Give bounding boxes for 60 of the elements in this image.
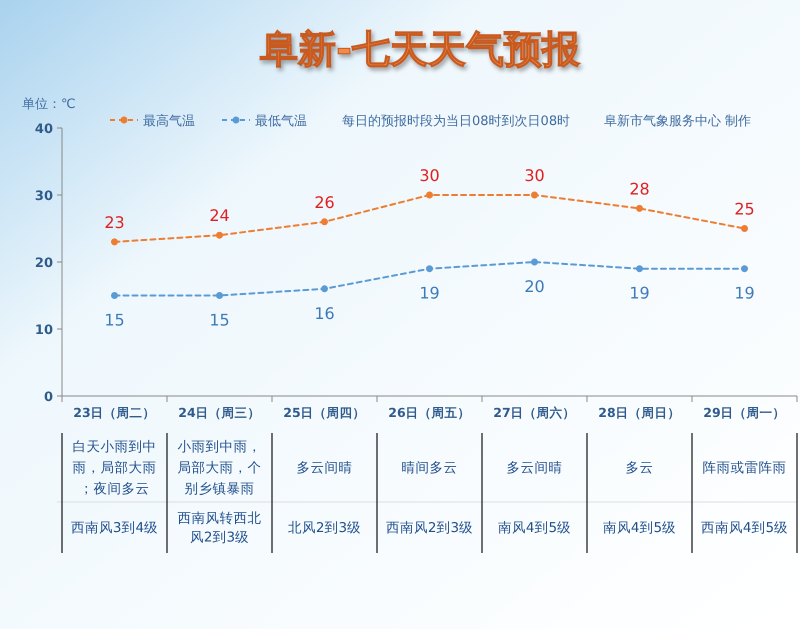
text: 白天小雨到中雨，局部大雨；夜间多云: [72, 439, 156, 497]
data-label: 16: [314, 304, 335, 323]
x-tick-label: 29日（周一）: [703, 405, 786, 420]
legend-label: 最低气温: [255, 114, 307, 129]
point: [321, 218, 328, 226]
text: 南风4到5级: [602, 520, 676, 536]
x-tick-label: 28日（周日）: [598, 405, 681, 420]
y-tick-label: 20: [34, 256, 53, 271]
data-label: 15: [209, 310, 230, 330]
data-label: 30: [524, 166, 545, 185]
x-tick-label: 25日（周四）: [283, 405, 366, 420]
data-label: 20: [524, 277, 545, 296]
x-tick-label: 27日（周六）: [493, 405, 576, 420]
text: 多云: [626, 460, 654, 476]
point: [426, 265, 433, 272]
data-label: 28: [629, 179, 650, 198]
point: [111, 292, 118, 299]
data-label: 23: [104, 212, 125, 232]
point: [216, 232, 223, 239]
text: 西南风4到5级: [700, 520, 788, 536]
point: [741, 225, 748, 232]
legend-label: 最高气温: [143, 113, 195, 129]
point: [531, 192, 538, 198]
data-label: 19: [734, 284, 755, 303]
point: [636, 265, 643, 272]
y-tick-label: 10: [34, 323, 53, 338]
text: 阵雨或雷阵雨: [702, 460, 786, 476]
x-tick-label: 26日（周五）: [388, 405, 471, 420]
data-label: 19: [419, 284, 440, 303]
y-axis-title: 单位：℃: [22, 97, 76, 112]
point: [111, 238, 118, 246]
text: 南风4到5级: [498, 520, 572, 536]
point: [321, 285, 328, 292]
point: [216, 292, 223, 299]
point: [531, 258, 538, 266]
y-tick-label: 40: [34, 122, 53, 137]
data-label: 25: [734, 200, 755, 218]
text: 西南风转西北风2到3级: [178, 510, 262, 546]
point: [426, 192, 433, 198]
point: [636, 204, 643, 212]
chart-title: 阜新-七天天气预报: [259, 27, 581, 71]
data-label: 26: [314, 192, 335, 212]
text: 西南风3到4级: [70, 520, 158, 536]
x-tick-label: 23日（周二）: [73, 405, 156, 420]
text: 晴间多云: [402, 460, 458, 476]
text: 多云间晴: [506, 460, 562, 476]
data-label: 24: [209, 206, 230, 226]
annotation: 每日的预报时段为当日08时到次日08时: [342, 114, 570, 129]
text: 西南风2到3级: [386, 520, 474, 536]
data-label: 19: [629, 284, 650, 303]
y-tick-label: 0: [44, 390, 53, 405]
y-tick-label: 30: [34, 189, 53, 204]
text: 北风2到3级: [288, 520, 362, 536]
text: 小雨到中雨，局部大雨，个别乡镇暴雨: [178, 439, 262, 497]
data-label: 15: [104, 310, 125, 330]
text: 多云间晴: [296, 460, 352, 476]
point: [741, 265, 748, 272]
annotation: 阜新市气象服务中心 制作: [604, 113, 752, 129]
x-tick-label: 24日（周三）: [178, 405, 261, 420]
data-label: 30: [419, 166, 440, 185]
